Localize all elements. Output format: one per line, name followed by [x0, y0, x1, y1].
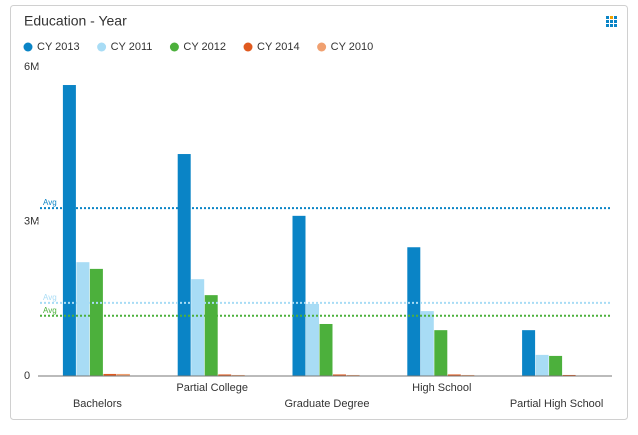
bar: [535, 354, 549, 376]
average-label: Avg: [43, 293, 57, 302]
legend-marker: [23, 42, 33, 52]
legend-marker: [243, 42, 253, 52]
average-label: Avg: [43, 198, 57, 207]
bar: [407, 247, 421, 376]
legend-label: CY 2012: [183, 41, 226, 53]
bar: [346, 374, 360, 376]
bar: [218, 374, 232, 376]
legend-marker: [169, 42, 179, 52]
average-label: Avg: [43, 306, 57, 315]
y-tick-label: 3M: [24, 215, 39, 227]
bar: [319, 323, 333, 376]
x-tick-label: Bachelors: [73, 398, 122, 410]
bar: [522, 330, 536, 376]
bar: [562, 374, 576, 376]
bar: [204, 295, 218, 376]
bar: [333, 374, 346, 376]
bar: [191, 279, 205, 376]
menu-icon[interactable]: [606, 16, 617, 27]
bar: [447, 374, 461, 376]
legend-label: CY 2014: [257, 41, 300, 53]
bar: [89, 268, 103, 376]
x-tick-label: High School: [412, 382, 471, 394]
bar: [420, 311, 434, 376]
bar: [292, 215, 306, 376]
legend-label: CY 2010: [331, 41, 374, 53]
x-tick-label: Graduate Degree: [285, 398, 370, 410]
bar: [116, 373, 130, 376]
bar: [549, 355, 563, 376]
bar: [177, 154, 191, 376]
x-tick-label: Partial College: [176, 382, 248, 394]
bar: [461, 374, 475, 376]
legend-label: CY 2011: [111, 41, 153, 53]
legend-marker: [97, 42, 107, 52]
legend-marker: [317, 42, 327, 52]
bar: [231, 374, 245, 376]
bar: [62, 85, 76, 377]
bar: [103, 373, 117, 376]
bar: [76, 262, 90, 376]
legend-label: CY 2013: [37, 41, 80, 53]
x-tick-label: Partial High School: [510, 398, 604, 410]
y-tick-label: 6M: [24, 61, 39, 73]
y-tick-label: 0: [24, 370, 30, 382]
chart-title: Education - Year: [24, 13, 127, 29]
bar: [306, 303, 319, 376]
bar: [434, 330, 448, 376]
